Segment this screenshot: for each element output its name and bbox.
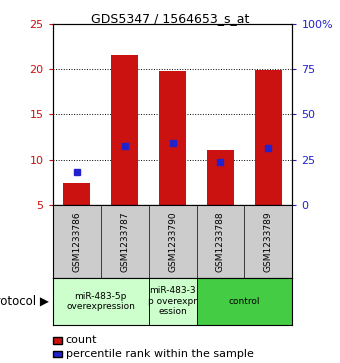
Text: GSM1233789: GSM1233789 xyxy=(264,211,273,272)
Text: protocol ▶: protocol ▶ xyxy=(0,295,49,308)
Bar xyxy=(159,71,186,205)
Text: GSM1233786: GSM1233786 xyxy=(72,211,81,272)
Text: miR-483-5p
overexpression: miR-483-5p overexpression xyxy=(66,291,135,311)
Bar xyxy=(53,278,149,325)
Text: percentile rank within the sample: percentile rank within the sample xyxy=(66,349,254,359)
Text: GSM1233788: GSM1233788 xyxy=(216,211,225,272)
Text: GDS5347 / 1564653_s_at: GDS5347 / 1564653_s_at xyxy=(91,12,249,25)
Text: GSM1233790: GSM1233790 xyxy=(168,211,177,272)
Bar xyxy=(112,55,138,205)
Bar xyxy=(149,278,197,325)
Bar xyxy=(207,150,234,205)
Bar xyxy=(197,278,292,325)
Text: miR-483-3
p overexpr
ession: miR-483-3 p overexpr ession xyxy=(148,286,197,316)
Text: control: control xyxy=(229,297,260,306)
Text: GSM1233787: GSM1233787 xyxy=(120,211,129,272)
Bar xyxy=(64,183,90,205)
Text: count: count xyxy=(66,335,97,346)
Bar xyxy=(255,70,282,205)
